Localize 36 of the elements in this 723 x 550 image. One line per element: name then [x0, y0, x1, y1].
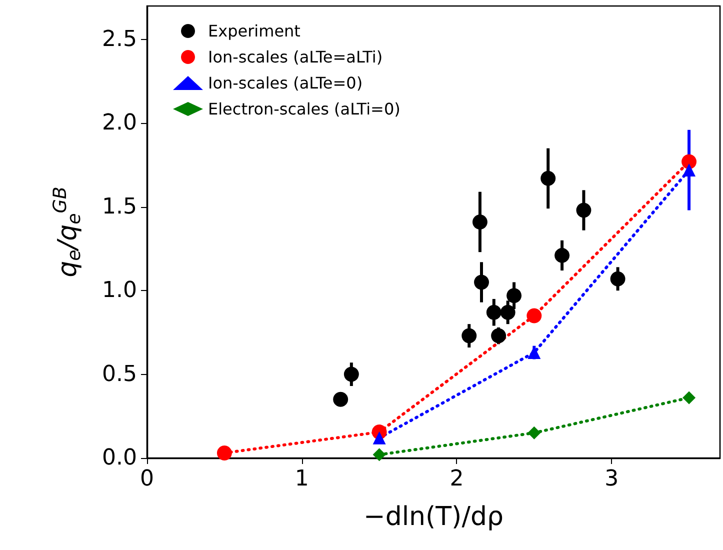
- point: [682, 154, 697, 170]
- point: [472, 214, 488, 230]
- point: [610, 271, 626, 286]
- point: [486, 304, 502, 320]
- point: [216, 445, 232, 460]
- y-tick-label: 0.0: [102, 446, 137, 470]
- x-tick-label: 2: [450, 466, 464, 492]
- point: [506, 288, 522, 304]
- y-tick-label: 2.5: [102, 26, 137, 52]
- point: [500, 304, 516, 320]
- y-tick-label: 2.0: [102, 110, 137, 136]
- point: [554, 248, 570, 263]
- point: [682, 164, 696, 177]
- point: [344, 366, 359, 382]
- y-tick-label: 1.0: [102, 278, 137, 304]
- point: [576, 202, 592, 218]
- x-tick-label: 1: [294, 466, 309, 492]
- point: [372, 431, 386, 444]
- point: [372, 448, 386, 462]
- y-tick-label: 1.5: [102, 194, 137, 220]
- legend-label: Ion-scales (aLTe=0): [208, 74, 363, 92]
- point: [474, 274, 490, 290]
- point: [462, 328, 477, 344]
- legend-label: Experiment: [208, 22, 300, 40]
- legend-label: Ion-scales (aLTe=aLTi): [208, 48, 383, 66]
- point: [528, 426, 541, 440]
- y-axis-title: qe/qeGB: [50, 186, 86, 278]
- x-tick-label: 0: [140, 466, 154, 492]
- point: [682, 391, 696, 404]
- point: [526, 308, 542, 324]
- legend-label: Electron-scales (aLTi=0): [208, 100, 400, 118]
- x-tick-label: 3: [604, 466, 619, 492]
- point: [333, 392, 348, 407]
- y-tick-label: 0.5: [102, 362, 137, 387]
- point: [540, 170, 556, 186]
- x-axis-title: −dln(T)/dρ: [364, 502, 504, 532]
